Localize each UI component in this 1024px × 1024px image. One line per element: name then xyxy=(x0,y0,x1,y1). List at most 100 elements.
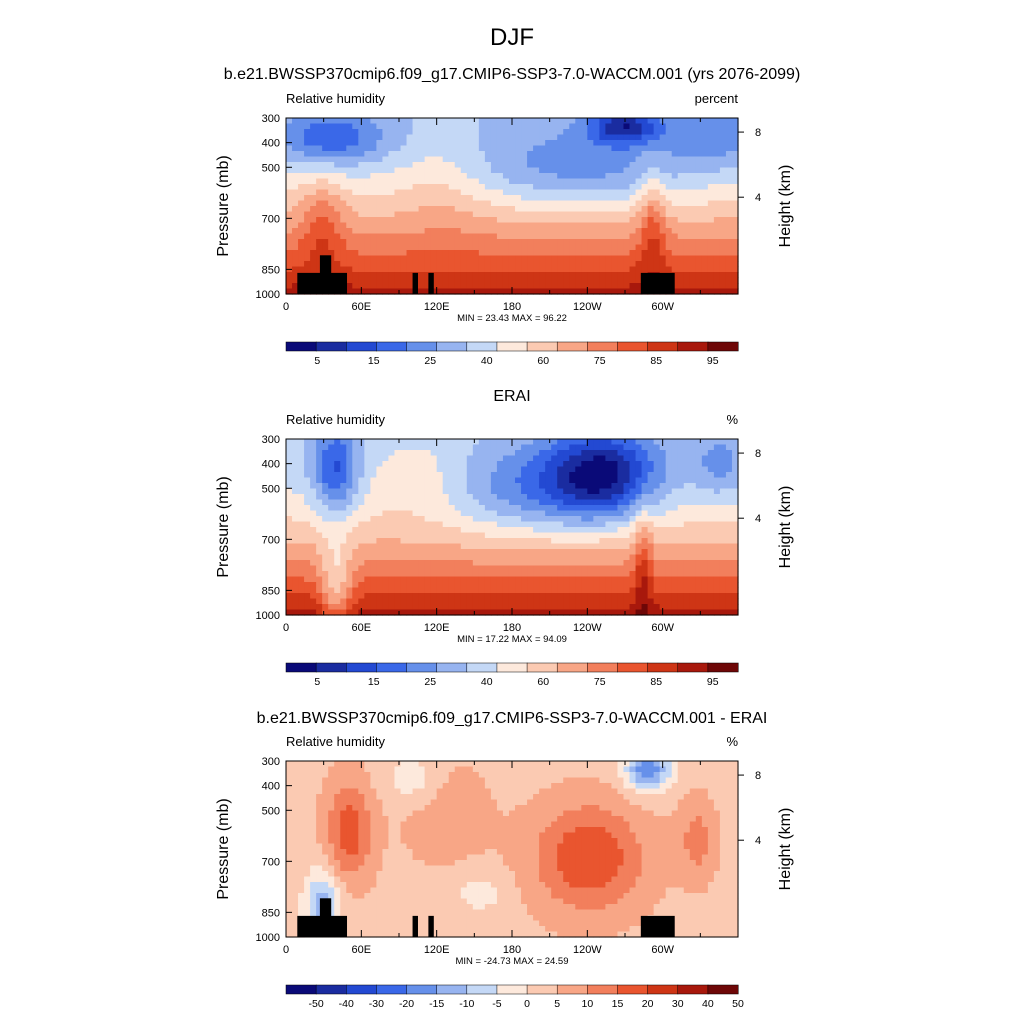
x-tick-label: 180 xyxy=(503,301,521,313)
contour-cell xyxy=(617,156,625,163)
contour-cell xyxy=(388,505,396,512)
contour-cell xyxy=(713,261,721,268)
contour-cell xyxy=(605,228,613,235)
contour-cell xyxy=(322,565,329,572)
contour-cell xyxy=(334,134,341,141)
contour-cell xyxy=(370,140,377,147)
contour-cell xyxy=(424,439,432,446)
contour-cell xyxy=(563,538,570,545)
contour-cell xyxy=(292,261,299,268)
contour-cell xyxy=(310,266,317,273)
contour-cell xyxy=(611,217,619,224)
contour-cell xyxy=(545,211,552,218)
contour-cell xyxy=(653,483,661,490)
contour-cell xyxy=(478,604,486,611)
contour-cell xyxy=(328,173,335,180)
contour-cell xyxy=(653,466,661,473)
contour-cell xyxy=(551,266,558,273)
contour-cell xyxy=(533,444,540,451)
contour-cell xyxy=(400,549,408,556)
contour-cell xyxy=(358,538,365,545)
contour-cell xyxy=(647,134,655,141)
contour-cell xyxy=(316,129,323,136)
contour-cell xyxy=(322,461,329,468)
contour-cell xyxy=(575,521,582,528)
contour-cell xyxy=(376,576,384,583)
contour-cell xyxy=(599,593,607,600)
contour-cell xyxy=(617,283,625,290)
contour-cell xyxy=(653,571,661,578)
contour-cell xyxy=(545,272,552,279)
contour-cell xyxy=(587,587,594,594)
contour-cell xyxy=(671,211,679,218)
contour-cell xyxy=(436,587,444,594)
contour-cell xyxy=(358,151,365,158)
contour-cell xyxy=(364,582,371,589)
contour-cell xyxy=(605,510,613,517)
contour-cell xyxy=(466,195,474,202)
contour-cell xyxy=(659,178,667,185)
contour-cell xyxy=(659,156,667,163)
contour-cell xyxy=(641,118,649,125)
contour-cell xyxy=(346,587,353,594)
contour-cell xyxy=(581,461,588,468)
contour-cell xyxy=(719,549,727,556)
contour-cell xyxy=(412,554,420,561)
contour-cell xyxy=(478,609,486,616)
contour-cell xyxy=(725,483,733,490)
contour-cell xyxy=(370,228,377,235)
contour-cell xyxy=(436,488,444,495)
contour-cell xyxy=(370,587,377,594)
contour-cell xyxy=(719,140,727,147)
contour-cell xyxy=(334,549,341,556)
contour-cell xyxy=(418,178,426,185)
contour-cell xyxy=(689,277,697,284)
contour-cell xyxy=(521,250,528,257)
contour-cell xyxy=(496,521,504,528)
contour-cell xyxy=(701,494,709,501)
contour-cell xyxy=(352,483,359,490)
contour-cell xyxy=(683,521,691,528)
contour-cell xyxy=(490,461,498,468)
contour-cell xyxy=(382,255,390,262)
contour-cell xyxy=(731,450,739,457)
contour-cell xyxy=(713,472,721,479)
contour-cell xyxy=(629,488,637,495)
contour-cell xyxy=(334,761,341,768)
contour-cell xyxy=(364,178,371,185)
contour-cell xyxy=(605,206,613,213)
contour-cell xyxy=(502,609,510,616)
contour-cell xyxy=(701,288,709,295)
contour-cell xyxy=(472,184,480,191)
contour-cell xyxy=(400,604,408,611)
contour-cell xyxy=(563,461,570,468)
contour-cell xyxy=(442,200,450,207)
contour-cell xyxy=(635,494,643,501)
contour-cell xyxy=(466,549,474,556)
contour-cell xyxy=(629,206,637,213)
contour-cell xyxy=(557,277,564,284)
contour-cell xyxy=(713,140,721,147)
contour-cell xyxy=(442,543,450,550)
contour-cell xyxy=(292,587,299,594)
contour-cell xyxy=(394,527,402,534)
contour-cell xyxy=(605,145,613,152)
contour-cell xyxy=(719,156,727,163)
contour-cell xyxy=(593,173,600,180)
contour-cell xyxy=(472,173,480,180)
contour-cell xyxy=(707,604,715,611)
contour-cell xyxy=(557,266,564,273)
contour-cell xyxy=(689,505,697,512)
contour-cell xyxy=(292,118,299,125)
contour-cell xyxy=(352,228,359,235)
contour-cell xyxy=(400,140,408,147)
contour-cell xyxy=(545,167,552,174)
contour-cell xyxy=(629,129,637,136)
contour-cell xyxy=(394,543,402,550)
contour-cell xyxy=(442,609,450,616)
contour-cell xyxy=(376,200,384,207)
contour-cell xyxy=(545,538,552,545)
contour-cell xyxy=(304,118,311,125)
contour-cell xyxy=(527,587,534,594)
contour-cell xyxy=(424,505,432,512)
